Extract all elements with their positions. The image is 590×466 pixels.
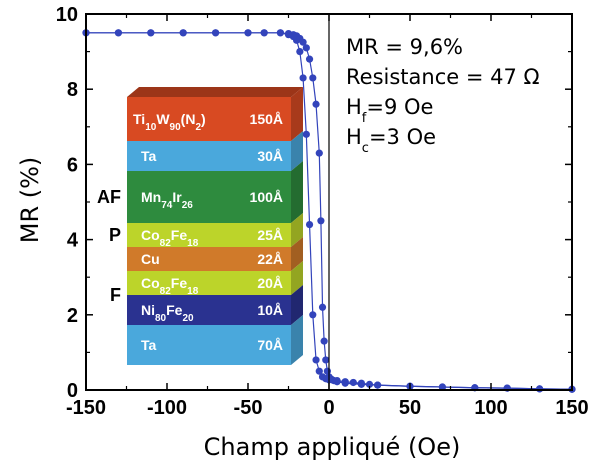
x-axis-label: Champ appliqué (Oe) xyxy=(204,433,461,461)
stack-layer-thickness: 150Å xyxy=(250,111,283,127)
stack-layer-side xyxy=(291,161,303,223)
stack-side-label: F xyxy=(110,285,121,305)
data-point xyxy=(244,29,251,36)
x-tick-label: 100 xyxy=(474,397,507,419)
y-tick-label: 4 xyxy=(67,230,79,252)
data-point xyxy=(317,217,324,224)
data-point xyxy=(322,356,329,363)
stack-layer-label: Ta xyxy=(141,148,157,164)
y-tick-label: 2 xyxy=(67,305,78,327)
y-tick-label: 0 xyxy=(67,380,78,402)
stack-layer-thickness: 22Å xyxy=(257,251,283,267)
data-point xyxy=(312,356,319,363)
stack-side-label: AF xyxy=(97,187,121,207)
data-point xyxy=(285,31,292,38)
data-point xyxy=(303,44,310,51)
data-point xyxy=(309,74,316,81)
annotation-text: MR = 9,6% xyxy=(346,35,463,59)
data-point xyxy=(180,29,187,36)
x-tick-label: 150 xyxy=(555,397,588,419)
stack-layer-thickness: 100Å xyxy=(250,189,283,205)
stack-layer-label: Ta xyxy=(141,337,157,353)
data-point xyxy=(316,368,323,375)
data-point xyxy=(212,29,219,36)
stack-layer-thickness: 30Å xyxy=(257,148,283,164)
data-point xyxy=(316,150,323,157)
data-point xyxy=(296,48,303,55)
data-point xyxy=(350,379,357,386)
data-point xyxy=(303,131,310,138)
stack-layer-label: Cu xyxy=(141,251,160,267)
y-tick-label: 8 xyxy=(67,79,78,101)
data-point xyxy=(536,385,543,392)
x-tick-label: 50 xyxy=(399,397,421,419)
data-point xyxy=(277,29,284,36)
stack-layer-thickness: 25Å xyxy=(257,227,283,243)
stack-side-label: P xyxy=(109,225,121,245)
stack-top-face xyxy=(127,87,303,97)
data-point xyxy=(306,56,313,63)
data-point xyxy=(321,338,328,345)
y-axis-label: MR (%) xyxy=(16,157,44,244)
data-point xyxy=(312,101,319,108)
data-point xyxy=(374,382,381,389)
data-point xyxy=(306,221,313,228)
y-tick-label: 10 xyxy=(56,4,78,26)
x-tick-label: -50 xyxy=(234,397,263,419)
annotation-text: Hc=3 Oe xyxy=(346,125,436,156)
y-tick-label: 6 xyxy=(67,154,78,176)
stack-layer-thickness: 10Å xyxy=(257,302,283,318)
annotation-text: Hf=9 Oe xyxy=(346,95,433,126)
annotation-text: Resistance = 47 Ω xyxy=(346,65,540,89)
x-tick-label: -100 xyxy=(147,397,187,419)
stack-layer-thickness: 20Å xyxy=(257,275,283,291)
data-point xyxy=(342,378,349,385)
data-point xyxy=(261,29,268,36)
data-point xyxy=(115,29,122,36)
x-tick-label: 0 xyxy=(323,397,334,419)
data-point xyxy=(299,74,306,81)
data-point xyxy=(309,311,316,318)
data-point xyxy=(147,29,154,36)
stack-layer-thickness: 70Å xyxy=(257,337,283,353)
data-point xyxy=(334,377,341,384)
data-point xyxy=(319,304,326,311)
data-point xyxy=(358,380,365,387)
